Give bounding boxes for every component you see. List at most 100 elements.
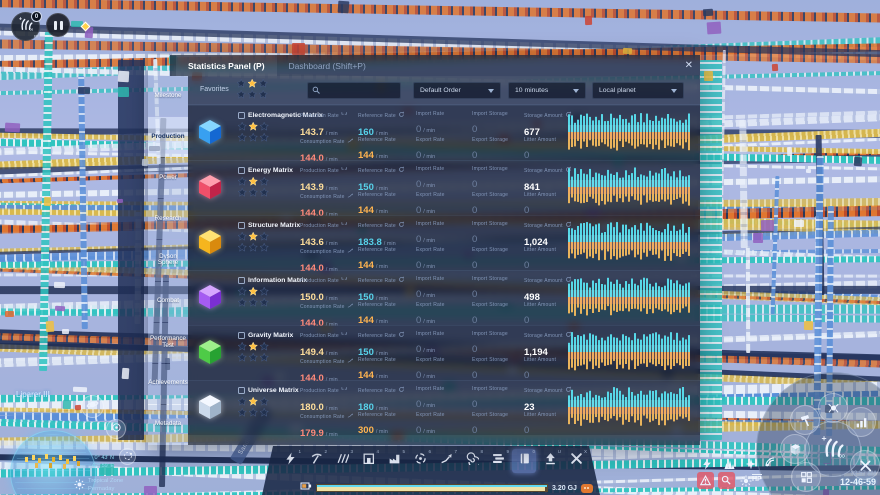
tool-power-button[interactable]: 1	[278, 449, 302, 473]
star-icon[interactable]	[237, 90, 248, 101]
refresh-icon[interactable]	[565, 221, 572, 230]
refresh-icon[interactable]	[398, 166, 405, 175]
tool-belt-button[interactable]: 3	[330, 449, 354, 473]
vein-icon[interactable]	[721, 456, 737, 472]
favorites-star-filter[interactable]	[237, 79, 270, 101]
refresh-icon[interactable]	[398, 386, 405, 395]
star-icon[interactable]	[260, 133, 271, 144]
star-icon[interactable]	[238, 408, 249, 419]
radar-icon[interactable]	[762, 454, 778, 470]
star-icon[interactable]	[238, 353, 249, 364]
item-star-rating[interactable]	[238, 342, 293, 364]
star-icon[interactable]	[238, 232, 249, 243]
refresh-icon[interactable]	[398, 221, 405, 230]
item-row[interactable]: Electromagnetic Matrix Production Rate 1…	[188, 105, 700, 164]
star-icon[interactable]	[238, 243, 249, 254]
search-input[interactable]	[324, 87, 394, 94]
mecha-hammer-button[interactable]	[790, 405, 820, 435]
star-icon[interactable]	[260, 298, 271, 309]
star-icon[interactable]	[249, 188, 260, 199]
star-icon[interactable]	[260, 188, 271, 199]
mecha-cube-button[interactable]	[780, 434, 810, 464]
sidebar-item-power[interactable]: Power	[148, 158, 188, 199]
star-icon[interactable]	[249, 408, 260, 419]
tool-book-button[interactable]: 0	[512, 449, 536, 473]
item-star-rating[interactable]	[238, 287, 307, 309]
item-star-rating[interactable]	[238, 177, 293, 199]
sidebar-item-achievements[interactable]: Achievements	[148, 363, 188, 404]
refresh-icon[interactable]	[398, 331, 405, 340]
mecha-drone-button[interactable]	[818, 393, 848, 423]
star-icon-filled[interactable]	[249, 287, 260, 298]
star-icon[interactable]	[260, 342, 271, 353]
warning-icon[interactable]	[697, 472, 714, 489]
sun-icon[interactable]	[738, 473, 754, 489]
sidebar-item-dyson-sphere[interactable]: Dyson Sphere	[148, 240, 188, 281]
galaxy-view-button[interactable]	[119, 448, 136, 465]
star-icon[interactable]	[238, 188, 249, 199]
mecha-scissors-button[interactable]	[850, 450, 880, 480]
item-star-rating[interactable]	[238, 397, 299, 419]
sidebar-item-milestone[interactable]: Milestone	[148, 76, 188, 117]
star-system-button[interactable]	[106, 419, 126, 439]
tool-sorter-button[interactable]: 7	[434, 449, 458, 473]
star-icon[interactable]	[260, 243, 271, 254]
tool-storage-button[interactable]: 4	[356, 449, 380, 473]
scope-dropdown[interactable]: Local planet	[592, 82, 684, 99]
star-icon[interactable]	[238, 177, 249, 188]
star-icon[interactable]	[260, 353, 271, 364]
sidebar-item-metadata[interactable]: Metadata	[148, 404, 188, 445]
sidebar-item-research[interactable]: Research	[148, 199, 188, 240]
pause-button[interactable]	[46, 13, 70, 37]
star-icon-filled[interactable]	[249, 232, 260, 243]
refresh-icon[interactable]	[565, 331, 572, 340]
mecha-chart-button[interactable]	[846, 407, 876, 437]
star-icon[interactable]	[248, 90, 259, 101]
star-icon[interactable]	[260, 177, 271, 188]
sidebar-item-performance-test[interactable]: Performance Test	[148, 322, 188, 363]
item-row[interactable]: Gravity Matrix Production Rate 149.4/ mi…	[188, 325, 700, 384]
order-dropdown[interactable]: Default Order	[413, 82, 501, 99]
star-icon[interactable]	[238, 133, 249, 144]
star-icon[interactable]	[249, 353, 260, 364]
star-icon[interactable]	[259, 90, 270, 101]
time-window-dropdown[interactable]: 10 minutes	[508, 82, 586, 99]
star-icon[interactable]	[259, 79, 270, 90]
item-row[interactable]: Information Matrix Production Rate 150.0…	[188, 270, 700, 329]
refresh-icon[interactable]	[398, 111, 405, 120]
sparkle-icon[interactable]	[743, 456, 759, 472]
star-icon[interactable]	[237, 79, 248, 90]
star-icon[interactable]	[238, 298, 249, 309]
star-icon[interactable]	[260, 408, 271, 419]
mecha-grid-button[interactable]	[791, 462, 821, 492]
star-icon[interactable]	[238, 397, 249, 408]
tool-factory-button[interactable]: 5	[382, 449, 406, 473]
star-icon[interactable]	[238, 342, 249, 353]
star-icon[interactable]	[249, 298, 260, 309]
star-icon[interactable]	[249, 133, 260, 144]
refresh-icon[interactable]	[398, 276, 405, 285]
charger-icon[interactable]	[580, 483, 593, 493]
tab-dashboard[interactable]: Dashboard (Shift+P)	[288, 60, 366, 71]
magnifier-icon[interactable]	[718, 472, 735, 489]
item-star-rating[interactable]	[238, 122, 323, 144]
tool-orbit-button[interactable]: 6	[408, 449, 432, 473]
star-icon[interactable]	[260, 122, 271, 133]
tool-mining-button[interactable]: 2	[304, 449, 328, 473]
tool-spiral-button[interactable]: 8	[460, 449, 484, 473]
star-icon-filled[interactable]	[249, 177, 260, 188]
power-icon[interactable]	[699, 456, 715, 472]
item-star-rating[interactable]	[238, 232, 300, 254]
planet-view-button[interactable]	[81, 395, 104, 418]
star-icon[interactable]	[260, 397, 271, 408]
tool-upgrade-button[interactable]: U	[538, 449, 562, 473]
item-row[interactable]: Structure Matrix Production Rate 143.6/ …	[188, 215, 700, 274]
search-box[interactable]	[307, 82, 401, 99]
star-icon-filled[interactable]	[249, 342, 260, 353]
tool-dismantle-button[interactable]: X	[564, 449, 588, 473]
star-icon[interactable]	[260, 232, 271, 243]
star-icon[interactable]	[260, 287, 271, 298]
replicator-button[interactable]: + ∞ 0 ∞	[11, 11, 42, 41]
close-icon[interactable]: ✕	[684, 59, 693, 71]
star-icon-filled[interactable]	[249, 122, 260, 133]
